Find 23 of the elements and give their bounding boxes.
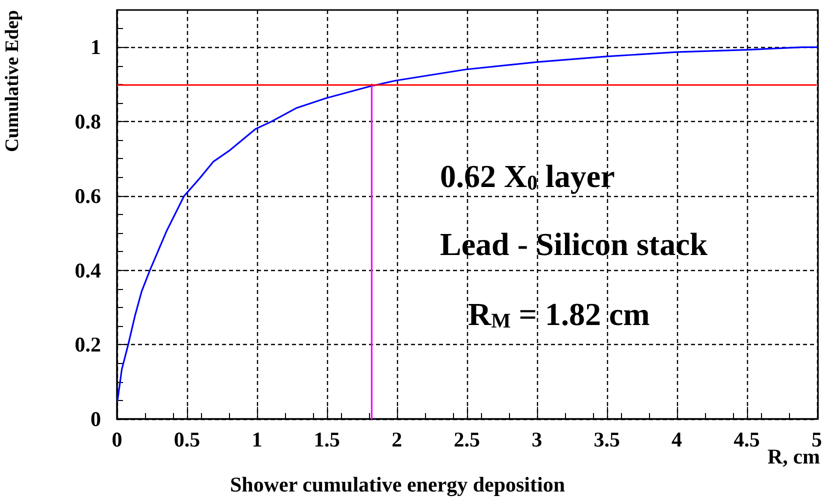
y-tick-label: 1 xyxy=(90,35,101,60)
x-tick-label: 2 xyxy=(392,428,402,452)
annotation: Lead - Silicon stack xyxy=(440,226,708,262)
annotation: RM = 1.82 cm xyxy=(468,296,650,333)
y-tick-label: 0.6 xyxy=(74,184,101,208)
y-tick-label: 0 xyxy=(90,407,101,431)
y-tick-label: 0.2 xyxy=(74,332,101,357)
x-tick-label: 0.5 xyxy=(174,428,200,452)
y-tick-label: 0.8 xyxy=(74,110,101,134)
x-tick-label: 2.5 xyxy=(454,428,480,452)
x-tick-label: 1.5 xyxy=(314,428,340,452)
x-tick-label: 3.5 xyxy=(594,428,620,452)
x-tick-label: 1 xyxy=(252,428,262,452)
x-tick-label: 0 xyxy=(112,428,122,452)
x-tick-label: 5 xyxy=(812,428,822,452)
text: Shower cumulative energy deposition xyxy=(230,472,566,496)
x-tick-label: 4 xyxy=(672,428,683,452)
x-tick-label: 4.5 xyxy=(734,428,760,452)
line-series xyxy=(116,46,818,402)
y-tick-label: 0.4 xyxy=(74,258,102,282)
annotation: 0.62 X0 layer xyxy=(440,158,615,195)
x-tick-label: 3 xyxy=(532,428,542,452)
y-axis-title: Cumulative Edep xyxy=(2,10,23,152)
